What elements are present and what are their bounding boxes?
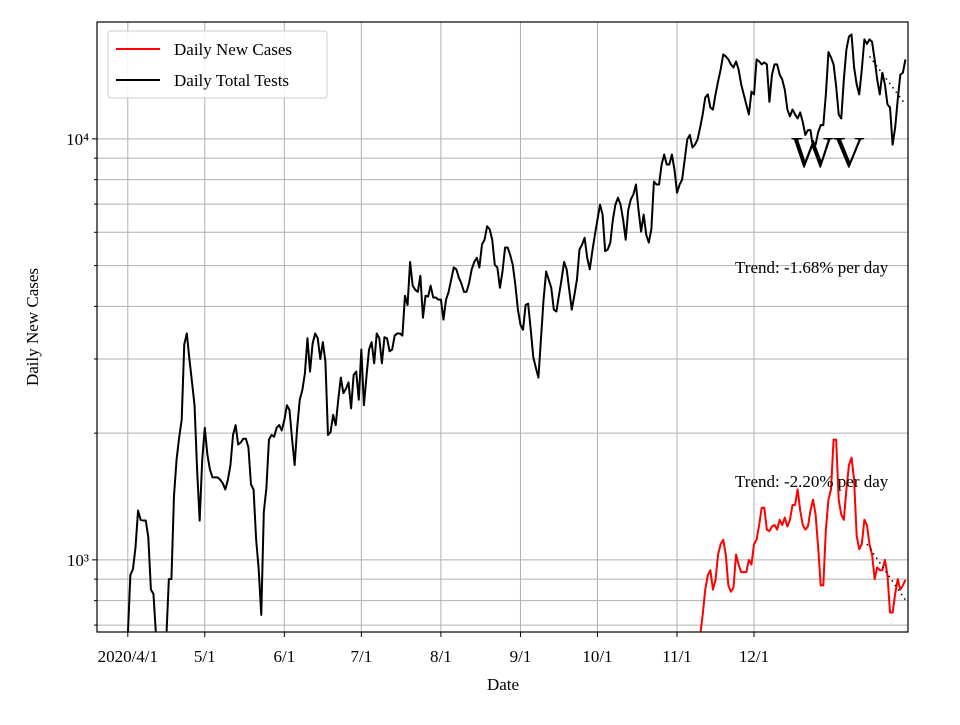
y-tick-label: 10³ (67, 551, 89, 570)
x-tick-label: 11/1 (662, 647, 692, 666)
x-tick-label: 10/1 (582, 647, 612, 666)
legend-label: Daily Total Tests (174, 71, 289, 90)
axes: 2020/4/1 5/1 6/1 7/1 8/1 9/1 10/1 11/1 12/1 10³ 10… (66, 130, 769, 666)
axes-frame (96, 21, 909, 633)
x-tick-label: 2020/4/1 (98, 647, 158, 666)
y-axis-label: Daily New Cases (23, 268, 42, 386)
x-tick-label: 9/1 (510, 647, 532, 666)
x-tick-label: 6/1 (273, 647, 295, 666)
x-tick-label: 7/1 (350, 647, 372, 666)
legend-label: Daily New Cases (174, 40, 292, 59)
trend-line (868, 55, 907, 105)
series-line (699, 438, 907, 632)
annotation: WV (791, 128, 865, 177)
legend-box (107, 30, 328, 99)
plot-area (126, 33, 907, 632)
series-line (126, 33, 907, 632)
legend: Daily New Cases Daily Total Tests (107, 30, 328, 99)
x-tick-label: 8/1 (430, 647, 452, 666)
x-tick-label: 5/1 (194, 647, 216, 666)
x-tick-label: 12/1 (739, 647, 769, 666)
annotation: Trend: -1.68% per day (735, 258, 889, 277)
y-tick-label: 10⁴ (66, 130, 89, 149)
trend-line (866, 543, 907, 601)
x-axis-label: Date (487, 675, 519, 694)
annotation: Trend: -2.20% per day (735, 472, 889, 491)
